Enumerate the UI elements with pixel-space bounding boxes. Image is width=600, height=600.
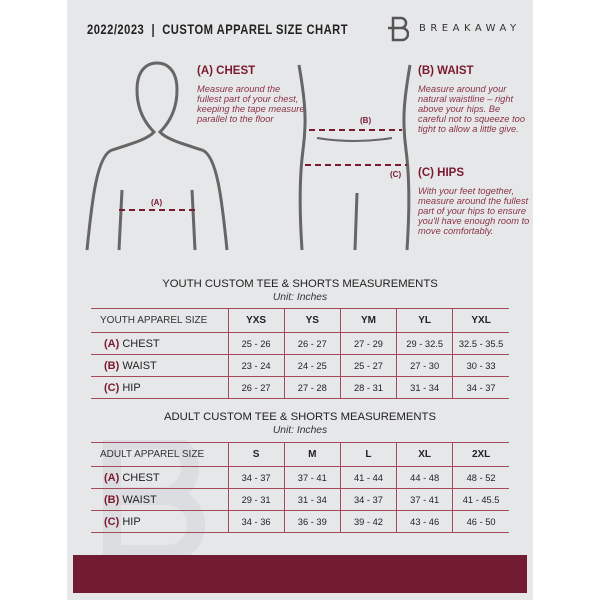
table-cell: 44 - 48 bbox=[396, 466, 453, 489]
measurement-code: (C) bbox=[104, 515, 120, 528]
table-cell: 27 - 30 bbox=[396, 354, 453, 377]
header-row: ADULT APPAREL SIZE S M L XL 2XL bbox=[91, 442, 509, 467]
measurement-name: HIP bbox=[122, 381, 141, 394]
table-cell: 28 - 31 bbox=[339, 376, 397, 399]
hips-instructions: With your feet together, measure around … bbox=[418, 186, 530, 236]
measurement-name: CHEST bbox=[122, 337, 160, 350]
measurement-name: CHEST bbox=[122, 471, 160, 484]
table-cell: 24 - 25 bbox=[283, 354, 341, 377]
measurement-code: (B) bbox=[104, 493, 120, 506]
table-cell: 34 - 37 bbox=[452, 376, 509, 399]
size-label: YOUTH APPAREL SIZE bbox=[91, 308, 228, 333]
measurement-code: (C) bbox=[104, 381, 120, 394]
youth-unit: Unit: Inches bbox=[272, 292, 328, 303]
table-cell: 46 - 50 bbox=[452, 510, 509, 533]
measurement-label: (A) CHEST bbox=[91, 466, 228, 489]
size-header: S bbox=[227, 442, 285, 467]
size-header: XL bbox=[396, 442, 453, 467]
waist-marker: (B) bbox=[360, 116, 372, 125]
table-row: (A) CHEST 34 - 37 37 - 41 41 - 44 44 - 48 48 … bbox=[91, 466, 509, 489]
table-cell: 26 - 27 bbox=[227, 376, 285, 399]
measurement-name: WAIST bbox=[122, 493, 157, 506]
measurement-label: (C) HIP bbox=[91, 376, 228, 399]
header-row: YOUTH APPAREL SIZE YXS YS YM YL YXL bbox=[91, 308, 509, 333]
size-header: YM bbox=[339, 308, 397, 333]
table-cell: 41 - 45.5 bbox=[452, 488, 509, 511]
footer-bar bbox=[73, 555, 527, 593]
table-cell: 34 - 37 bbox=[339, 488, 397, 511]
table-cell: 29 - 32.5 bbox=[396, 332, 453, 355]
measurement-name: HIP bbox=[122, 515, 141, 528]
table-cell: 26 - 27 bbox=[283, 332, 341, 355]
table-cell: 34 - 36 bbox=[227, 510, 285, 533]
table-cell: 25 - 26 bbox=[227, 332, 285, 355]
size-header: M bbox=[283, 442, 341, 467]
size-header: YXL bbox=[452, 308, 509, 333]
table-cell: 29 - 31 bbox=[227, 488, 285, 511]
hips-marker: (C) bbox=[390, 170, 402, 179]
chest-heading: (A) CHEST bbox=[197, 65, 256, 77]
size-header: YXS bbox=[227, 308, 285, 333]
size-header: L bbox=[339, 442, 397, 467]
measurement-label: (C) HIP bbox=[91, 510, 228, 533]
page-title: 2022/2023 | CUSTOM APPAREL SIZE CHART bbox=[87, 21, 349, 37]
table-row: (C) HIP 34 - 36 36 - 39 39 - 42 43 - 46 46 - … bbox=[91, 510, 509, 533]
table-cell: 39 - 42 bbox=[339, 510, 397, 533]
waist-instructions: Measure around your natural waistline – … bbox=[418, 84, 525, 134]
adult-size-table: ADULT APPAREL SIZE S M L XL 2XL (A) CHEST 34 - … bbox=[91, 442, 509, 533]
body-illustration bbox=[85, 61, 412, 251]
measurement-code: (B) bbox=[104, 359, 120, 372]
table-cell: 31 - 34 bbox=[283, 488, 341, 511]
table-row: (B) WAIST 29 - 31 31 - 34 34 - 37 37 - 41 41 … bbox=[91, 488, 509, 511]
size-label: ADULT APPAREL SIZE bbox=[91, 442, 228, 467]
adult-unit: Unit: Inches bbox=[272, 425, 328, 436]
breakaway-logo-icon bbox=[388, 16, 409, 42]
table-cell: 30 - 33 bbox=[452, 354, 509, 377]
table-cell: 31 - 34 bbox=[396, 376, 453, 399]
hips-heading: (C) HIPS bbox=[418, 167, 464, 179]
measurement-name: WAIST bbox=[122, 359, 157, 372]
measurement-code: (A) bbox=[104, 471, 120, 484]
table-row: (A) CHEST 25 - 26 26 - 27 27 - 29 29 - 32.5 3… bbox=[91, 332, 509, 355]
measurement-label: (B) WAIST bbox=[91, 488, 228, 511]
size-header: YL bbox=[396, 308, 453, 333]
table-row: (C) HIP 26 - 27 27 - 28 28 - 31 31 - 34 34 - … bbox=[91, 376, 509, 399]
table-cell: 32.5 - 35.5 bbox=[452, 332, 509, 355]
table-cell: 34 - 37 bbox=[227, 466, 285, 489]
size-header: 2XL bbox=[452, 442, 509, 467]
measurement-label: (A) CHEST bbox=[91, 332, 228, 355]
table-cell: 27 - 29 bbox=[339, 332, 397, 355]
brand-name: BREAKAWAY bbox=[419, 23, 521, 34]
table-cell: 48 - 52 bbox=[452, 466, 509, 489]
table-cell: 25 - 27 bbox=[339, 354, 397, 377]
table-cell: 37 - 41 bbox=[283, 466, 341, 489]
table-cell: 23 - 24 bbox=[227, 354, 285, 377]
table-cell: 43 - 46 bbox=[396, 510, 453, 533]
waist-heading: (B) WAIST bbox=[418, 65, 474, 77]
table-cell: 27 - 28 bbox=[283, 376, 341, 399]
measurement-code: (A) bbox=[104, 337, 120, 350]
adult-table-title: ADULT CUSTOM TEE & SHORTS MEASUREMENTS bbox=[163, 411, 436, 423]
youth-table-title: YOUTH CUSTOM TEE & SHORTS MEASUREMENTS bbox=[162, 278, 438, 290]
chest-instructions: Measure around the fullest part of your … bbox=[197, 84, 305, 124]
measurement-label: (B) WAIST bbox=[91, 354, 228, 377]
table-cell: 41 - 44 bbox=[339, 466, 397, 489]
chest-marker: (A) bbox=[151, 198, 163, 207]
table-row: (B) WAIST 23 - 24 24 - 25 25 - 27 27 - 30 30 … bbox=[91, 354, 509, 377]
youth-size-table: YOUTH APPAREL SIZE YXS YS YM YL YXL (A) CHEST 2… bbox=[91, 308, 509, 399]
table-cell: 37 - 41 bbox=[396, 488, 453, 511]
table-cell: 36 - 39 bbox=[283, 510, 341, 533]
size-header: YS bbox=[283, 308, 341, 333]
size-chart-page: 2022/2023 | CUSTOM APPAREL SIZE CHART BR… bbox=[67, 0, 533, 600]
